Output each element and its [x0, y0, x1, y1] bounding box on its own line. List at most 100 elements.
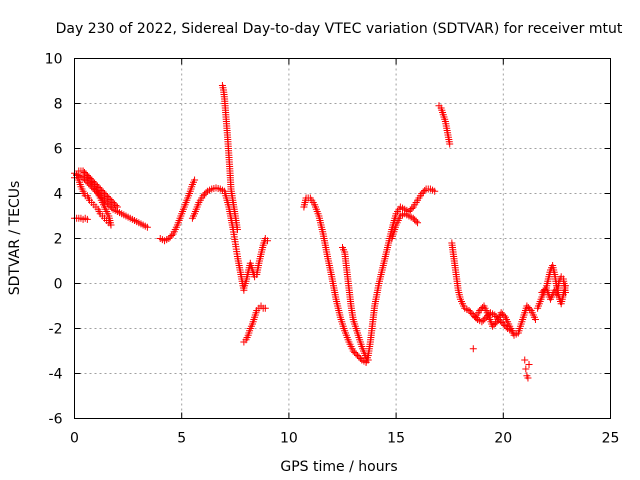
data-point	[481, 315, 489, 323]
data-point	[113, 203, 121, 211]
data-point	[233, 226, 241, 233]
data-point	[523, 302, 531, 310]
data-point	[465, 307, 473, 314]
data-point	[143, 223, 151, 231]
data-point	[446, 140, 454, 148]
data-point	[406, 206, 414, 214]
data-point	[521, 356, 529, 364]
data-point	[106, 196, 114, 203]
data-point	[165, 235, 173, 242]
tick-labels: 0 5 10 15 20 25 -6 -4 -2 0 2 4 6 8 10	[45, 52, 620, 447]
data-point	[91, 179, 99, 187]
data-point	[99, 195, 107, 203]
y-tick-label: 8	[54, 97, 63, 113]
data-point	[409, 214, 417, 222]
x-tick-label: 0	[70, 431, 79, 447]
data-point	[497, 309, 505, 317]
data-point	[95, 184, 103, 191]
data-point	[352, 350, 360, 358]
data-point	[489, 322, 497, 330]
data-point	[82, 177, 90, 185]
data-point	[355, 353, 363, 361]
data-point	[102, 191, 110, 199]
data-point	[108, 204, 116, 212]
data-point	[199, 192, 207, 200]
data-point	[98, 187, 106, 194]
y-tick-label: 4	[54, 187, 63, 203]
chart-title: Day 230 of 2022, Sidereal Day-to-day VTE…	[56, 21, 623, 37]
y-tick-label: 0	[54, 277, 63, 293]
data-point	[93, 182, 101, 190]
x-tick-label: 10	[280, 431, 298, 447]
y-tick-label: -6	[49, 412, 63, 428]
data-point	[477, 305, 485, 313]
data-point	[501, 322, 509, 329]
data-point	[79, 167, 87, 175]
data-point	[531, 316, 539, 323]
y-tick-label: 2	[54, 232, 63, 248]
data-point	[479, 316, 487, 324]
data-point	[99, 188, 107, 196]
data-point	[468, 310, 476, 317]
data-point	[414, 219, 422, 227]
data-point	[105, 194, 113, 202]
data-point	[81, 175, 89, 183]
data-point	[83, 172, 91, 179]
data-point	[168, 232, 176, 239]
data-point	[478, 318, 486, 326]
data-point	[524, 374, 532, 382]
data-point	[500, 312, 508, 320]
data-point	[82, 170, 90, 178]
data-point	[408, 205, 416, 212]
data-point	[101, 190, 109, 197]
data-point	[354, 352, 362, 359]
data-point	[263, 237, 271, 245]
data-point	[103, 199, 111, 207]
y-tick-label: 6	[54, 142, 63, 158]
data-point	[85, 180, 93, 188]
data-point	[561, 289, 569, 296]
data-point	[191, 176, 199, 184]
data-point	[107, 221, 115, 229]
x-tick-label: 5	[177, 431, 186, 447]
data-point	[538, 289, 546, 296]
data-point	[466, 308, 474, 316]
data-point	[349, 347, 357, 355]
data-point	[351, 349, 359, 356]
data-point	[261, 304, 269, 312]
data-point	[112, 202, 120, 209]
y-tick-label: -2	[49, 322, 63, 338]
data-point	[419, 188, 427, 196]
data-point	[498, 319, 506, 326]
data-point	[431, 187, 439, 195]
x-tick-label: 25	[602, 431, 620, 447]
data-point	[108, 197, 116, 205]
data-marks	[71, 82, 569, 382]
data-point	[412, 217, 420, 225]
data-point	[525, 361, 533, 368]
data-point	[418, 190, 426, 197]
data-point	[411, 216, 419, 224]
x-tick-label: 15	[387, 431, 405, 447]
data-point	[103, 193, 111, 200]
plot-frame	[74, 58, 611, 419]
data-point	[492, 313, 500, 320]
data-point	[96, 185, 104, 193]
data-point	[111, 200, 119, 208]
data-point	[476, 307, 484, 314]
x-tick-label: 20	[494, 431, 512, 447]
data-point	[86, 175, 94, 182]
data-point	[106, 202, 114, 210]
data-point	[166, 233, 174, 241]
data-point	[469, 345, 477, 353]
data-point	[356, 355, 364, 362]
y-axis-label: SDTVAR / TECUs	[7, 181, 23, 296]
data-point	[472, 314, 480, 322]
y-tick-label: -4	[49, 367, 63, 383]
data-point	[89, 178, 97, 185]
data-point	[491, 319, 499, 327]
data-point	[81, 169, 89, 176]
